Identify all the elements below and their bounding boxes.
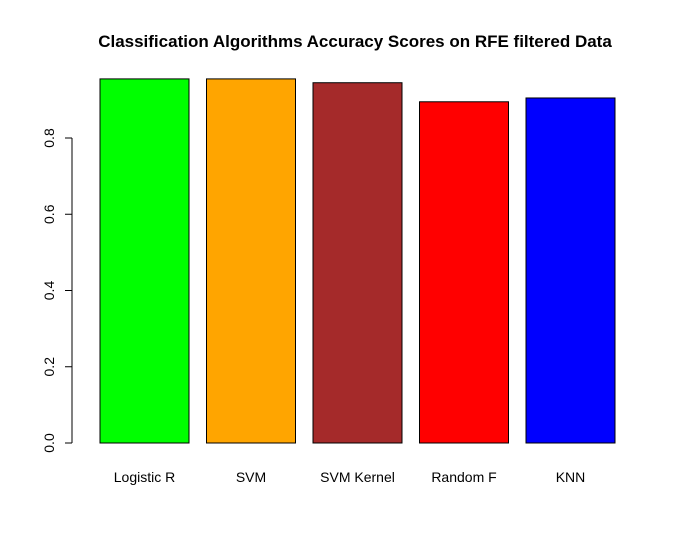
y-tick-label: 0.2 [41, 357, 57, 377]
chart-title: Classification Algorithms Accuracy Score… [98, 32, 612, 51]
x-category-label: SVM Kernel [320, 469, 395, 485]
bars-group [99, 78, 616, 444]
bar-svm [206, 78, 296, 444]
y-tick-label: 0.4 [41, 281, 57, 301]
bar-svm-kernel [312, 82, 403, 444]
y-axis: 0.0 0.2 0.4 0.6 0.8 [41, 128, 73, 453]
y-tick-label: 0.6 [41, 204, 57, 224]
x-category-label: SVM [236, 469, 266, 485]
bar-knn [525, 97, 616, 444]
y-tick-label: 0.8 [41, 128, 57, 148]
x-category-label: Random F [431, 469, 496, 485]
x-labels-group: Logistic R SVM SVM Kernel Random F KNN [114, 469, 586, 485]
bar-logistic-r [99, 78, 190, 444]
bar-random-f [419, 101, 509, 444]
x-category-label: KNN [556, 469, 586, 485]
x-category-label: Logistic R [114, 469, 175, 485]
y-tick-label: 0.0 [41, 433, 57, 453]
